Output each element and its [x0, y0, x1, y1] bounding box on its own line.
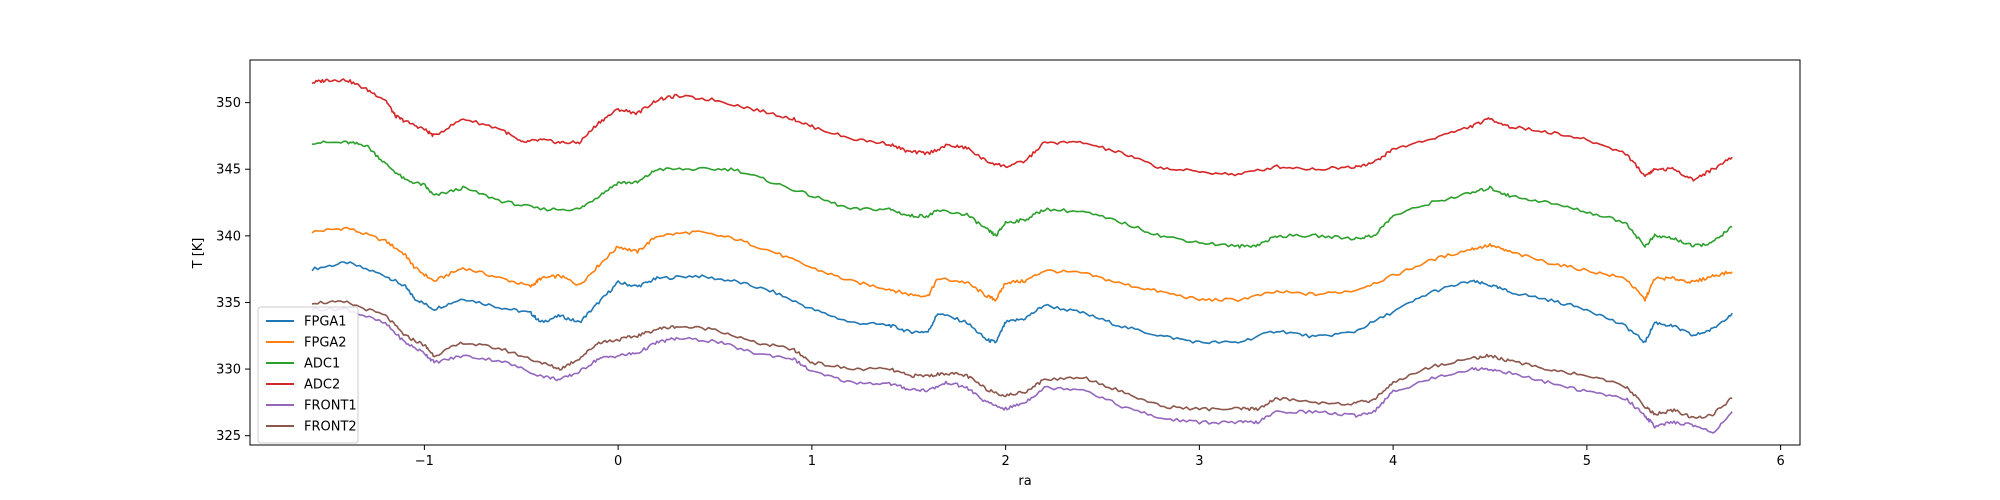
series-line-fpga2: [311, 226, 1733, 303]
x-tick-label: 6: [1776, 454, 1784, 469]
x-axis-label: ra: [1018, 474, 1031, 489]
legend-label: ADC1: [304, 357, 340, 372]
legend: FPGA1 FPGA2 ADC1 ADC2 FRONT1 FRONT2: [257, 306, 359, 444]
x-tick-label: 2: [1001, 454, 1009, 469]
x-tick-label: 0: [614, 454, 622, 469]
y-tick-label: 345: [216, 163, 241, 178]
legend-label: FRONT2: [304, 420, 357, 435]
axes-frame: [249, 59, 1801, 446]
legend-label: ADC2: [304, 378, 340, 393]
series-line-fpga1: [311, 261, 1733, 345]
x-tick-label: 4: [1389, 454, 1397, 469]
y-tick-label: 335: [216, 296, 241, 311]
series-line-adc1: [311, 140, 1733, 249]
x-tick-label: 5: [1583, 454, 1591, 469]
legend-label: FRONT1: [304, 399, 357, 414]
y-tick-label: 330: [216, 363, 241, 378]
series-line-front1: [311, 306, 1733, 434]
series-line-adc2: [311, 78, 1733, 182]
x-tick-label: 1: [808, 454, 816, 469]
plot-area: [311, 78, 1733, 434]
y-axis-label: T [K]: [191, 238, 206, 270]
x-axis: −1 0 1 2 3 4 5 6: [415, 445, 1785, 469]
y-tick-label: 325: [216, 429, 241, 444]
series-line-front2: [311, 300, 1733, 419]
legend-label: FPGA1: [304, 315, 347, 330]
x-tick-label: −1: [415, 454, 434, 469]
legend-label: FPGA2: [304, 336, 347, 351]
y-tick-label: 340: [216, 229, 241, 244]
x-tick-label: 3: [1195, 454, 1203, 469]
y-axis: 325 330 335 340 345 350: [216, 96, 250, 444]
y-tick-label: 350: [216, 96, 241, 111]
